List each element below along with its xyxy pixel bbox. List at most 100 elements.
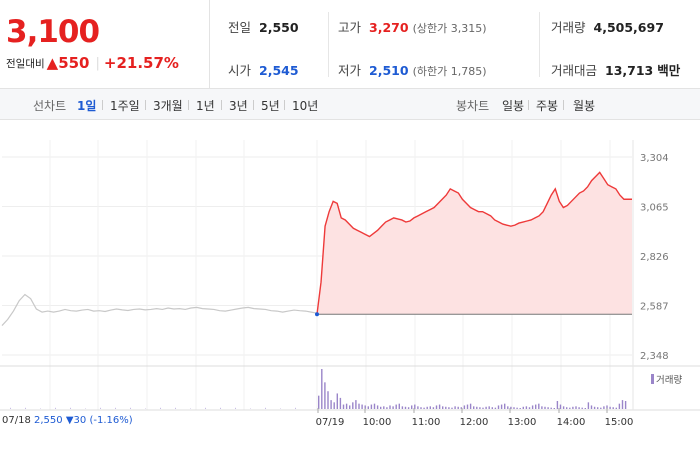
volume-bar (522, 406, 524, 409)
volume-bar (352, 402, 354, 409)
volume-bar (85, 408, 86, 409)
volume-bar (618, 403, 621, 409)
volume-bar (497, 405, 500, 409)
volume-bar (525, 406, 528, 409)
volume-bar (556, 401, 559, 409)
volume-bar (370, 404, 373, 409)
volume-bar (451, 407, 453, 409)
volume-bar (593, 406, 596, 409)
volume-bar (280, 408, 281, 409)
tab-separator (221, 100, 222, 110)
high-price: 고가 3,270 (상한가 3,315) (338, 17, 487, 36)
tab-separator (284, 100, 285, 110)
volume-bar (460, 407, 462, 409)
volume-bar (55, 407, 56, 409)
volume-bar (513, 407, 515, 409)
tab-separator (563, 100, 564, 110)
volume-bar (175, 407, 176, 409)
y-axis-ticks: 3,304 3,065 2,826 2,587 2,348 (640, 153, 669, 362)
volume-bar (295, 407, 296, 409)
volume-bar (336, 393, 338, 409)
volume-bar (559, 404, 562, 409)
volume-bar (544, 406, 546, 409)
volume-bar (404, 406, 407, 409)
tab-3m[interactable]: 3개월 (153, 99, 183, 113)
volume-bar (600, 407, 602, 409)
volume-bar (349, 405, 351, 409)
volume-bar (457, 406, 459, 409)
prev-day-change: ▼30 (65, 415, 87, 426)
volume-bar (590, 405, 593, 409)
volume-bar (250, 408, 251, 409)
tab-5y[interactable]: 5년 (261, 99, 280, 113)
low-price: 저가 2,510 (하한가 1,785) (338, 60, 487, 79)
volume-bar (507, 406, 509, 409)
volume-bar (463, 405, 466, 409)
turnover-value: 13,713 (605, 63, 654, 78)
volume-bar (321, 369, 323, 409)
y-tick-label: 3,065 (640, 203, 669, 214)
prev-close: 전일 2,550 (228, 17, 299, 36)
x-tick-label: 11:00 (412, 417, 441, 428)
volume-bar (130, 407, 131, 409)
volume-bar (609, 406, 611, 409)
price-lines (1, 171, 632, 326)
current-price: 3,100 (6, 14, 100, 50)
volume-bar (115, 407, 116, 409)
volume-bar (220, 407, 221, 409)
prev-day-summary: 07/18 2,550 ▼30 (-1.16%) (2, 415, 133, 426)
prev-close-value: 2,550 (259, 20, 299, 35)
change-row: 전일대비 ▲ 550 | +21.57% (6, 54, 179, 72)
volume-bar (355, 400, 357, 409)
volume: 거래량 4,505,697 (551, 17, 664, 36)
volume-bar (572, 406, 574, 409)
tab-3y[interactable]: 3년 (229, 99, 248, 113)
volume-bar (531, 405, 534, 409)
tab-1w[interactable]: 1주일 (110, 99, 140, 113)
volume-bar (373, 403, 376, 409)
tab-1d[interactable]: 1일 (77, 99, 97, 113)
volume-bar (398, 403, 400, 409)
volume-bar (597, 407, 599, 409)
volume-bar (407, 407, 410, 409)
prev-day-date: 07/18 (2, 415, 31, 426)
volume-bar (469, 403, 472, 409)
volume-bar (389, 405, 391, 409)
tab-1y[interactable]: 1년 (196, 99, 215, 113)
open-price: 시가 2,545 (228, 60, 299, 79)
volume-bar (145, 408, 146, 409)
volume-bar (553, 408, 555, 409)
tab-weekly-candle[interactable]: 주봉 (536, 99, 559, 113)
volume-bar (367, 406, 369, 409)
volume-bar (423, 407, 425, 409)
tab-monthly-candle[interactable]: 월봉 (573, 99, 596, 113)
turnover-unit: 백만 (657, 63, 681, 78)
volume-bar (345, 403, 348, 409)
volume-bar (420, 407, 422, 409)
x-tick-label: 14:00 (557, 417, 586, 428)
x-axis-ticks: 07/19 10:00 11:00 12:00 13:00 14:00 15:00 (316, 408, 633, 428)
volume-bar (491, 407, 493, 409)
volume-bar (569, 407, 571, 409)
volume-bar (473, 406, 475, 409)
line-chart-label: 선차트 (33, 99, 67, 113)
volume-bar (429, 406, 431, 409)
volume-bar (380, 406, 382, 409)
volume-bar (160, 407, 161, 409)
volume-bar (432, 407, 435, 409)
volume-bar (442, 406, 444, 409)
volume-bar (494, 407, 497, 409)
volume-bar (454, 406, 456, 409)
volume-bar (612, 407, 614, 409)
volume-bar (25, 407, 26, 409)
price-area (317, 172, 632, 315)
tab-separator (528, 100, 529, 110)
volume-bar (624, 401, 627, 409)
tab-daily-candle[interactable]: 일봉 (502, 99, 525, 113)
tab-10y[interactable]: 10년 (292, 99, 319, 113)
series-area-today (317, 172, 632, 315)
open-marker (315, 312, 319, 317)
low-value: 2,510 (369, 63, 409, 78)
volume-bar (562, 406, 565, 409)
volume-bar (438, 404, 441, 409)
